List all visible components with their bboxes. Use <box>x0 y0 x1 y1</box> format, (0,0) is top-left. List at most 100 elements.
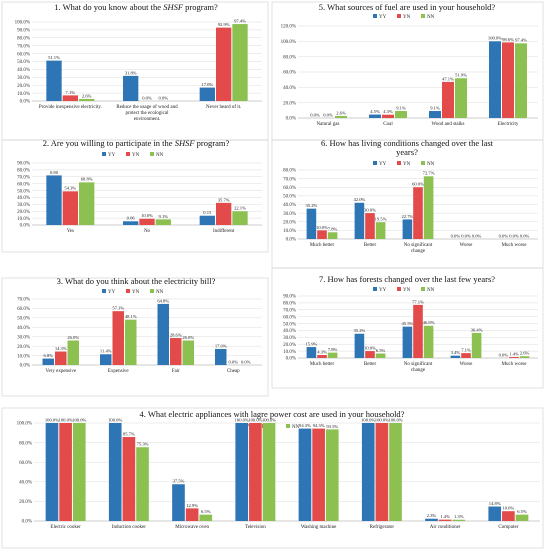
data-label: 2.6% <box>520 351 530 356</box>
chart-title: 1. What do you know about the SHSF progr… <box>54 2 218 12</box>
bar-yy <box>172 484 185 521</box>
y-tick-label: 50.0% <box>17 317 30 322</box>
bar-nn <box>79 98 95 101</box>
y-tick-label: 60.0% <box>283 71 296 76</box>
data-label: 30.0% <box>364 208 376 213</box>
bar-yn <box>502 511 515 521</box>
legend-label-yn: YN <box>403 288 411 293</box>
data-label: 6.5% <box>376 348 386 353</box>
y-tick-label: 50.0% <box>17 60 30 65</box>
category-label: Cheap <box>227 369 240 374</box>
bar-yy <box>306 208 317 239</box>
data-label: 1.4% <box>509 351 519 356</box>
bar-yy <box>361 423 375 521</box>
bar-yn <box>442 81 454 118</box>
legend-swatch-nn <box>421 14 425 18</box>
data-label: 1.4% <box>440 514 450 519</box>
bar-yn <box>502 42 514 119</box>
data-label: 0.0% <box>323 112 333 117</box>
category-label: Electricity <box>498 122 519 127</box>
data-label: 57.1% <box>112 306 124 311</box>
y-tick-label: 100.0% <box>15 21 30 26</box>
bar-yn <box>413 304 423 358</box>
category-label: Computer <box>498 525 518 530</box>
data-label: 100.0% <box>262 417 276 422</box>
chart-title: 4. What electric appliances with lagre p… <box>140 409 405 419</box>
data-label: 51.9% <box>455 73 467 78</box>
y-tick-label: 120.0% <box>281 25 296 30</box>
bar-yn <box>122 437 136 521</box>
data-label: 37.5% <box>173 479 185 484</box>
bar-yy <box>489 41 501 119</box>
bar-nn <box>375 222 386 239</box>
category-label: Much better <box>310 243 335 248</box>
category-label: Worse <box>460 362 473 367</box>
bar-yn <box>185 508 199 521</box>
chart-title: 2. Are you willing to participate in the… <box>43 138 230 148</box>
legend-label-yn: YN <box>403 162 411 167</box>
category-label: Better <box>364 243 377 248</box>
y-tick-label: 90.0% <box>17 162 30 167</box>
y-tick-label: 60.0% <box>17 307 30 312</box>
data-label: 0.15 <box>203 210 212 215</box>
chart-panel-6: 7. How has forests changed over the last… <box>271 267 544 389</box>
data-label: 85.7% <box>123 431 135 436</box>
bar-nn <box>232 24 248 101</box>
bar-yn <box>382 114 394 118</box>
data-label: 0.0% <box>499 352 509 357</box>
legend-swatch-yy <box>102 152 106 156</box>
data-label: 42.0% <box>353 197 365 202</box>
bar-nn <box>232 211 248 225</box>
data-label: 9.1% <box>430 105 440 110</box>
y-tick-label: 40.0% <box>17 68 30 73</box>
data-label: 2.6% <box>336 110 346 115</box>
data-label: 26.0% <box>182 335 194 340</box>
data-label: 75.3% <box>137 442 149 447</box>
legend: YY YN NN <box>373 161 435 167</box>
data-label: 6.5% <box>517 509 527 514</box>
bar-yn <box>509 357 519 358</box>
category-label: No significant <box>404 362 433 367</box>
y-tick-label: 40.0% <box>283 86 296 91</box>
category-label: Fair <box>172 369 180 374</box>
bar-yn <box>317 230 327 239</box>
bar-nn <box>519 356 530 358</box>
bar-yn <box>55 351 67 365</box>
bar-yn <box>312 428 325 521</box>
data-label: 10.0% <box>141 213 153 218</box>
legend-swatch-yy <box>373 287 377 291</box>
bar-nn <box>72 423 86 521</box>
y-tick-label: 60.0% <box>283 315 296 320</box>
legend-label-nn: NN <box>156 290 164 295</box>
title-part: SHSF <box>175 138 196 148</box>
bar-yn <box>62 95 78 101</box>
bar-nn <box>199 514 213 521</box>
bar-nn <box>262 423 276 521</box>
bar-yy <box>45 423 59 521</box>
data-label: 100.0% <box>488 36 502 41</box>
data-label: 46.8% <box>423 320 435 325</box>
data-label: 7.1% <box>461 348 471 353</box>
y-tick-label: 10.0% <box>17 354 30 359</box>
legend-swatch-nn <box>421 287 425 291</box>
data-label: 12.9% <box>186 503 198 508</box>
y-tick-label: 0.0% <box>286 117 296 122</box>
data-label: 17.0% <box>215 343 227 348</box>
legend: YY YN NN <box>102 152 164 158</box>
bar-yn <box>413 187 423 239</box>
category-label: Washing machine <box>301 525 337 530</box>
category-label: Wood and stalks <box>432 122 465 127</box>
data-label: 6.5% <box>201 509 211 514</box>
data-label: 31.8% <box>125 70 137 75</box>
legend-label-yy: YY <box>108 290 116 295</box>
legend: YY YN NN <box>373 287 435 293</box>
data-label: 0.0% <box>228 359 238 364</box>
data-label: 0.06 <box>127 216 136 221</box>
chart-panel-4: 5. What sources of fuel are used in your… <box>271 1 544 141</box>
category-label: protect the ecological <box>125 111 169 116</box>
panel-frame <box>271 267 544 389</box>
y-tick-label: 30.0% <box>17 335 30 340</box>
legend-swatch-yn <box>397 14 401 18</box>
data-label: 35.2% <box>353 328 365 333</box>
data-label: 22.7% <box>401 214 413 219</box>
